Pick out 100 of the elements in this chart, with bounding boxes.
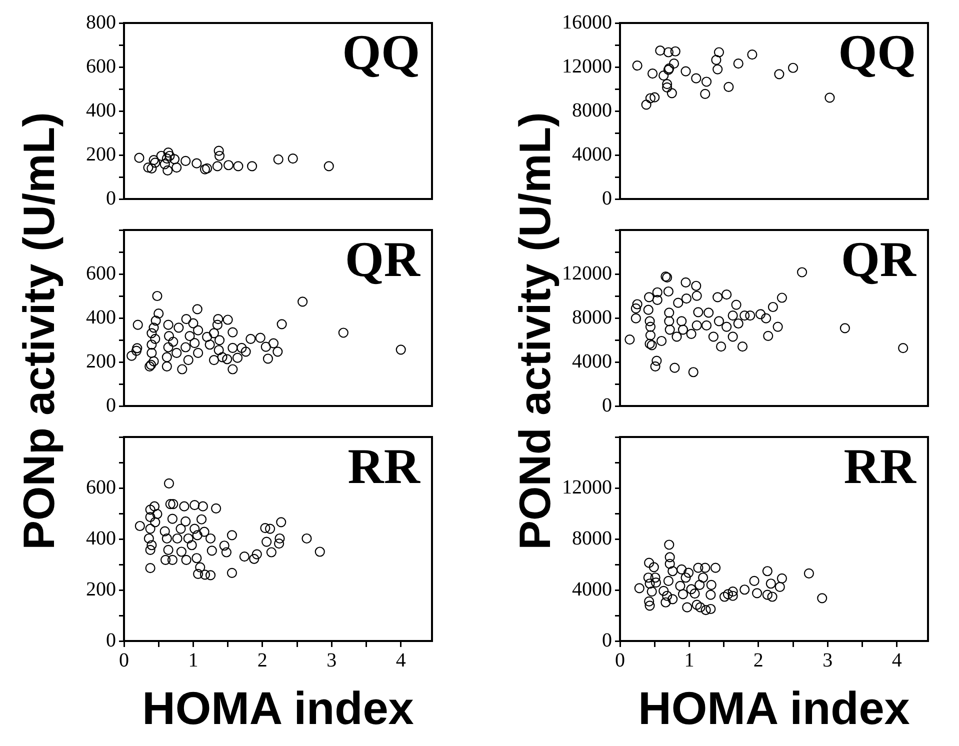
- annotation: QR: [841, 230, 917, 287]
- x-tick-label: 3: [326, 649, 337, 672]
- point: [164, 478, 174, 488]
- point: [662, 79, 672, 90]
- point: [156, 150, 166, 161]
- point: [196, 514, 207, 524]
- point: [146, 340, 157, 350]
- point: [219, 540, 230, 551]
- point: [752, 588, 762, 598]
- point: [232, 352, 243, 363]
- point: [824, 92, 835, 103]
- point: [701, 320, 712, 331]
- point: [190, 500, 200, 510]
- point: [180, 156, 191, 166]
- point: [162, 165, 173, 176]
- point: [143, 162, 154, 173]
- point: [644, 600, 655, 611]
- point: [664, 324, 675, 335]
- y-tick-label: 12000: [562, 55, 612, 78]
- point: [338, 328, 348, 338]
- point: [745, 310, 756, 321]
- y-tick-label: 12000: [562, 262, 612, 284]
- point: [644, 578, 655, 589]
- point: [228, 364, 238, 374]
- point: [668, 58, 680, 69]
- point: [205, 533, 216, 544]
- point: [708, 332, 718, 342]
- point: [176, 546, 186, 557]
- point: [719, 592, 730, 602]
- point: [755, 309, 766, 320]
- point: [162, 361, 172, 372]
- point: [664, 540, 674, 550]
- point: [728, 586, 738, 597]
- y-tick-label: 0: [106, 187, 116, 210]
- annotation: QQ: [838, 24, 916, 80]
- point: [678, 324, 688, 335]
- y-axis-title: PONp activity (U/mL): [15, 112, 65, 550]
- point: [172, 533, 182, 544]
- y-axis-title: PONd activity (U/mL): [511, 112, 561, 550]
- y-tick-label: 800: [86, 11, 116, 34]
- point: [168, 499, 178, 510]
- point: [272, 346, 283, 357]
- point: [260, 342, 271, 352]
- y-tick-label: 8000: [572, 306, 612, 328]
- point: [704, 308, 714, 318]
- point: [164, 150, 175, 161]
- point: [239, 552, 250, 562]
- point: [314, 546, 325, 557]
- point: [252, 549, 262, 560]
- point: [663, 576, 674, 586]
- point: [695, 602, 706, 612]
- point: [624, 334, 635, 345]
- point: [202, 332, 212, 342]
- point: [131, 346, 142, 356]
- point: [148, 356, 159, 366]
- point: [195, 562, 206, 572]
- point: [145, 544, 156, 556]
- y-tick-label: 4000: [572, 578, 612, 600]
- y-tick-label: 8000: [572, 99, 612, 122]
- point: [728, 310, 738, 321]
- point: [134, 520, 145, 532]
- x-tick-label: 1: [684, 649, 694, 672]
- point: [183, 533, 194, 544]
- point: [774, 582, 785, 592]
- point: [236, 342, 247, 353]
- point: [150, 316, 161, 326]
- point: [146, 348, 157, 358]
- point: [226, 530, 238, 540]
- point: [262, 354, 274, 364]
- point: [700, 604, 711, 616]
- point: [728, 590, 738, 601]
- point: [660, 597, 671, 608]
- point: [162, 352, 172, 362]
- point: [146, 540, 157, 550]
- point: [711, 54, 722, 66]
- point: [288, 153, 298, 164]
- point: [163, 320, 174, 330]
- point: [184, 330, 195, 342]
- point: [183, 354, 194, 366]
- point: [192, 304, 202, 314]
- point: [664, 308, 674, 318]
- point: [670, 46, 680, 56]
- point: [163, 342, 174, 352]
- point: [193, 348, 204, 358]
- point: [652, 294, 662, 306]
- point: [731, 300, 742, 310]
- y-tick-label: 8000: [572, 527, 612, 550]
- point: [217, 352, 228, 362]
- point: [213, 314, 224, 324]
- point: [686, 328, 696, 339]
- point: [146, 163, 157, 174]
- point: [796, 267, 808, 278]
- y-tick-label: 4000: [572, 143, 612, 166]
- point: [132, 343, 142, 354]
- point: [706, 580, 716, 590]
- annotation: RR: [348, 438, 421, 494]
- point: [712, 64, 723, 74]
- point: [716, 342, 726, 352]
- point: [762, 590, 772, 600]
- point: [150, 334, 160, 344]
